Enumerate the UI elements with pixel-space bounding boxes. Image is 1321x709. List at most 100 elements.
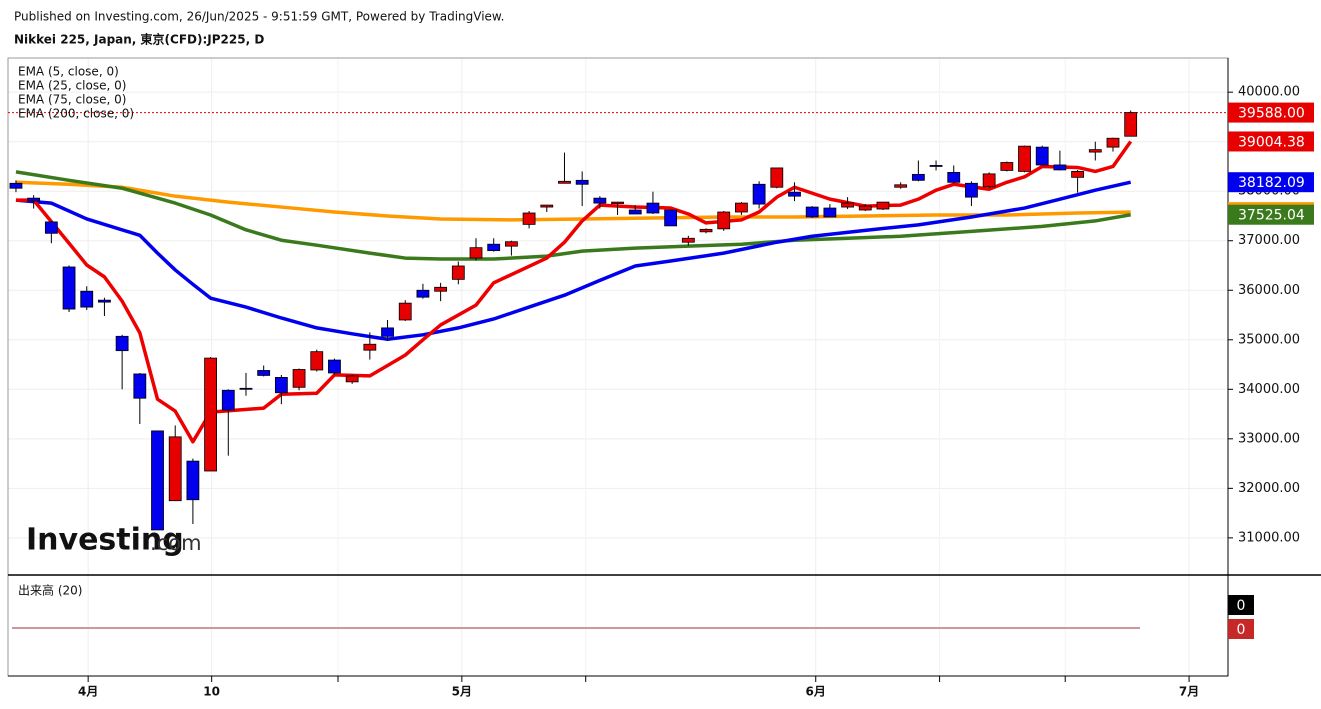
candle-body [823, 207, 837, 218]
ema-line [15, 180, 1131, 222]
ema-lines [15, 140, 1133, 444]
candle-body [133, 373, 147, 399]
ema-line [15, 180, 1132, 342]
candle-body [593, 197, 607, 204]
candle-body [1018, 145, 1031, 172]
candle-body [345, 375, 359, 383]
candle-body [469, 247, 483, 259]
candle-body [239, 387, 253, 390]
legend-entry: EMA (75, close, 0) [18, 93, 126, 107]
candle-body [1106, 137, 1120, 148]
candle-body [363, 343, 377, 351]
price-label-box [1228, 204, 1314, 225]
watermark-suffix: .com [150, 531, 202, 555]
x-tick-label: 6月 [806, 685, 826, 699]
y-tick-label: 32000.00 [1238, 481, 1300, 496]
candle-body [735, 202, 748, 213]
candle-body [1053, 164, 1067, 171]
candle-body [982, 173, 996, 188]
price-label-box [1228, 102, 1314, 123]
candle-body [1000, 162, 1014, 171]
candle-body [611, 201, 624, 204]
volume-label: 0 [1237, 598, 1246, 614]
candle-body [805, 206, 819, 218]
candle-body [168, 436, 182, 502]
candle-body [27, 197, 41, 202]
candle-body [381, 327, 394, 337]
volume-title: 出来高 (20) [18, 583, 82, 598]
candle-body [628, 209, 642, 215]
y-tick-label: 37000.00 [1238, 233, 1300, 248]
y-tick-label: 36000.00 [1238, 283, 1300, 298]
candle-body [221, 389, 235, 411]
price-label: 38182.09 [1238, 175, 1305, 191]
candle-body [911, 173, 925, 181]
candle-body [186, 460, 200, 501]
candle-body [487, 243, 501, 252]
symbol-title: Nikkei 225, Japan, 東京(CFD):JP225, D [14, 32, 264, 47]
candle-body [717, 211, 731, 230]
y-tick-label: 31000.00 [1238, 530, 1300, 545]
candle-body [1088, 149, 1102, 153]
candle-body [1035, 146, 1049, 166]
candle-body [115, 335, 129, 352]
candle-body [681, 237, 695, 243]
candle-body [770, 167, 784, 188]
y-tick-label: 35000.00 [1238, 332, 1300, 347]
candle-body [876, 201, 890, 210]
candle-body [151, 430, 164, 531]
candle-body [416, 289, 430, 298]
watermark: Investing .com [26, 523, 202, 558]
volume-label: 0 [1237, 622, 1246, 638]
candle-body [947, 171, 961, 183]
candle-body [292, 369, 306, 388]
ema-line [15, 170, 1131, 261]
candle-body [504, 241, 518, 247]
volume-label-box [1228, 619, 1254, 639]
candle-body [522, 212, 536, 225]
candle-body [1124, 112, 1138, 137]
candle-body [1071, 171, 1085, 178]
legend-entry: EMA (5, close, 0) [18, 65, 119, 79]
candle-body [664, 209, 678, 227]
candle-body [929, 165, 943, 167]
x-tick-label: 10 [203, 685, 220, 699]
candle-body [310, 351, 324, 371]
candle-body [434, 286, 448, 292]
y-tick-label: 34000.00 [1238, 382, 1300, 397]
candle-body [788, 191, 801, 197]
y-tick-label: 40000.00 [1238, 85, 1300, 100]
x-tick-label: 4月 [78, 685, 98, 699]
x-tick-label: 7月 [1179, 685, 1199, 699]
candle-body [752, 183, 766, 205]
candle-body [894, 184, 908, 188]
candle-body [965, 182, 978, 198]
candle-body [699, 228, 713, 233]
candle-body [398, 302, 412, 321]
candle-body [80, 290, 94, 308]
candle-body [44, 221, 58, 234]
candle-body [62, 266, 76, 310]
candle-body [257, 370, 271, 376]
candle-body [646, 202, 660, 214]
published-note: Published on Investing.com, 26/Jun/2025 … [14, 10, 504, 24]
candle-body [274, 377, 288, 394]
grid [8, 58, 1228, 676]
price-label: 39004.38 [1238, 134, 1305, 150]
candle-body [204, 357, 217, 472]
candle-body [558, 180, 571, 184]
y-tick-label: 33000.00 [1238, 431, 1300, 446]
price-label: 39588.00 [1238, 106, 1305, 122]
legend-entry: EMA (25, close, 0) [18, 79, 126, 93]
volume-label-box [1228, 595, 1254, 615]
candle-body [98, 299, 111, 303]
candle-body [328, 359, 341, 374]
price-label-box [1228, 172, 1314, 193]
price-label: 37525.04 [1238, 208, 1305, 224]
candle-body [858, 205, 872, 211]
price-label-box [1228, 131, 1314, 152]
candle-body [451, 265, 465, 280]
candle-body [575, 179, 589, 185]
legend-entry: EMA (200, close, 0) [18, 107, 134, 121]
